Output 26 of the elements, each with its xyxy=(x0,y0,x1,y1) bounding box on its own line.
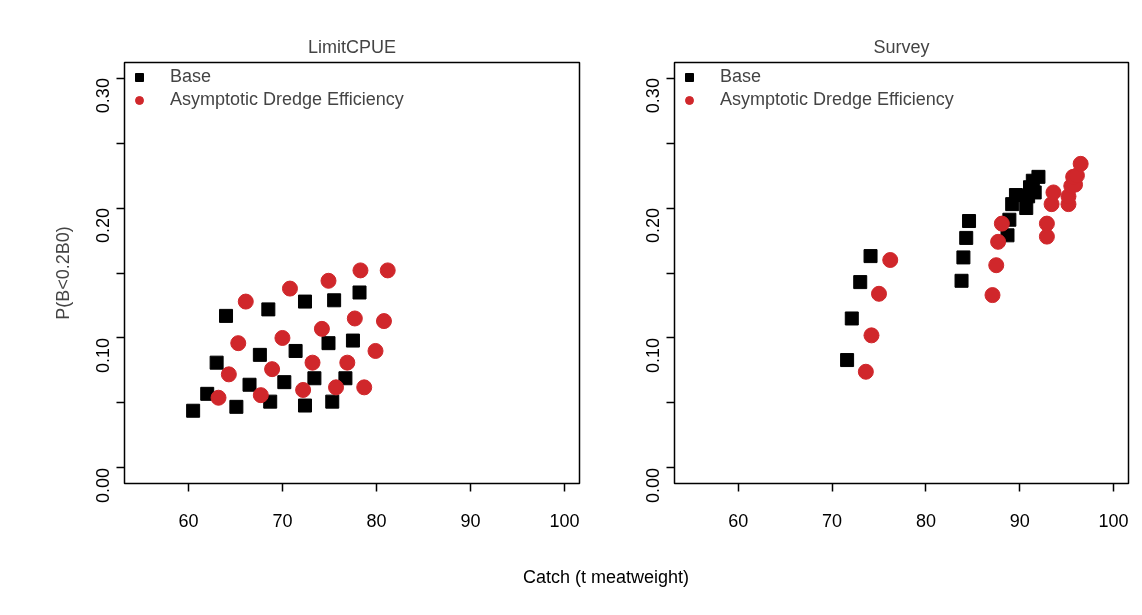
x-tick-label: 70 xyxy=(272,510,293,531)
x-tick-label: 60 xyxy=(178,510,199,531)
y-tick-label: 0.30 xyxy=(643,78,663,114)
legend-label: Asymptotic Dredge Efficiency xyxy=(720,89,954,110)
x-tick-label: 80 xyxy=(915,510,936,531)
x-tick-label: 90 xyxy=(460,510,481,531)
x-tick-label: 90 xyxy=(1009,510,1030,531)
legend-label: Asymptotic Dredge Efficiency xyxy=(170,89,404,110)
chart-title: LimitCPUE xyxy=(307,36,397,57)
x-tick-label: 100 xyxy=(1098,510,1129,531)
y-tick-label: 0.30 xyxy=(93,78,113,114)
y-tick-label: 0.00 xyxy=(643,467,663,503)
y-tick-label: 0.10 xyxy=(93,337,113,373)
y-tick-label: 0.00 xyxy=(93,467,113,503)
legend-label: Base xyxy=(720,66,762,87)
y-tick-label: 0.20 xyxy=(93,208,113,244)
x-tick-label: 70 xyxy=(822,510,843,531)
chart-title: Survey xyxy=(873,36,930,57)
y-tick-label: 0.10 xyxy=(643,337,663,373)
y-tick-label: 0.20 xyxy=(643,208,663,244)
legend-label: Base xyxy=(170,66,212,87)
x-tick-label: 100 xyxy=(549,510,580,531)
x-tick-label: 60 xyxy=(728,510,749,531)
x-axis-title: Catch (t meatweight) xyxy=(522,566,690,589)
y-axis-title: P(B<0.2B0) xyxy=(52,226,73,320)
x-tick-label: 80 xyxy=(366,510,387,531)
